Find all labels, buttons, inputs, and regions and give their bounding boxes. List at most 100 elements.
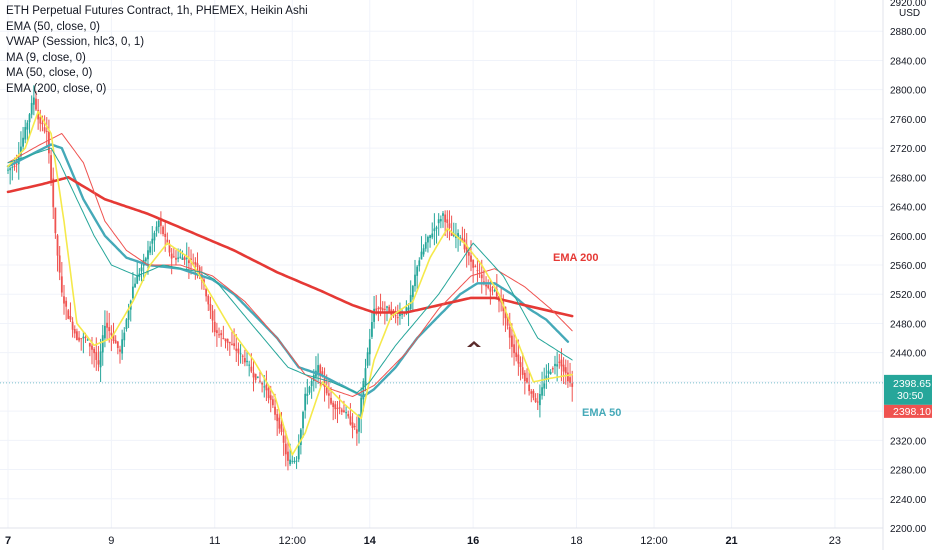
candle-body: [80, 338, 83, 340]
legend: ETH Perpetual Futures Contract, 1h, PHEM…: [6, 4, 308, 97]
candle-body: [411, 285, 414, 297]
candle-body: [106, 322, 108, 328]
candle-body: [459, 237, 462, 239]
candle-body: [513, 344, 515, 354]
candle-body: [476, 270, 479, 272]
candle-body: [22, 137, 24, 147]
candle-body: [215, 330, 218, 333]
candle-body: [7, 169, 9, 171]
legend-line-ema200[interactable]: EMA (200, close, 0): [6, 82, 107, 95]
candle-body: [515, 352, 518, 358]
y-tick-label: 2520.00: [890, 290, 927, 301]
candle-body: [306, 393, 309, 396]
candle-body: [56, 235, 59, 256]
candle-body: [532, 390, 535, 398]
candle-body: [345, 412, 347, 414]
candle-body: [261, 382, 264, 385]
candles: [7, 85, 574, 471]
candle-body: [511, 335, 513, 347]
candle-body: [121, 339, 124, 354]
candle-body: [519, 362, 522, 368]
candle-body: [243, 358, 246, 363]
candle-body: [536, 401, 539, 403]
candle-body: [151, 238, 154, 244]
series-line-ma-50: [7, 133, 573, 397]
candle-body: [20, 146, 22, 157]
y-tick-label: 2280.00: [890, 466, 927, 477]
candle-body: [11, 166, 14, 168]
x-tick-label: 11: [209, 535, 220, 547]
candle-body: [149, 246, 152, 253]
x-tick-label: 7: [5, 535, 11, 547]
candle-body: [554, 363, 556, 367]
candle-body: [287, 451, 289, 461]
x-tick-label: 14: [364, 535, 377, 547]
candle-body: [569, 377, 571, 383]
candle-body: [187, 260, 190, 264]
candle-body: [259, 380, 261, 382]
candle-body: [310, 380, 313, 387]
candle-body: [114, 340, 117, 344]
annotation-ema200: EMA 200: [553, 252, 598, 264]
candle-body: [241, 355, 244, 357]
candle-body: [302, 411, 304, 429]
candle-body: [489, 288, 492, 292]
candle-body: [274, 406, 276, 415]
candle-body: [474, 266, 477, 268]
candle-body: [399, 313, 401, 317]
candle-body: [422, 248, 425, 255]
candle-body: [308, 386, 311, 393]
candle-body: [211, 310, 214, 321]
candle-body: [435, 227, 438, 229]
candle-body: [534, 398, 537, 402]
candle-body: [39, 116, 42, 124]
candle-body: [209, 304, 212, 311]
legend-line-ma9[interactable]: MA (9, close, 0): [6, 51, 86, 64]
x-tick-label: 16: [467, 535, 479, 547]
candle-body: [263, 386, 266, 388]
candle-body: [30, 102, 33, 115]
candle-body: [558, 361, 561, 363]
candle-body: [295, 460, 298, 462]
candle-body: [271, 399, 274, 406]
candle-body: [71, 321, 74, 330]
candle-body: [521, 367, 524, 375]
candle-body: [179, 256, 182, 258]
candle-body: [347, 414, 350, 417]
candle-body: [125, 319, 128, 330]
candle-body: [394, 315, 397, 317]
candle-body: [297, 445, 300, 460]
candle-body: [562, 364, 565, 372]
candle-body: [183, 257, 186, 261]
candle-body: [159, 219, 162, 226]
candle-body: [364, 368, 367, 386]
legend-line-ema50[interactable]: EMA (50, close, 0): [6, 20, 100, 33]
y-tick-label: 2440.00: [890, 349, 927, 360]
candle-body: [86, 339, 89, 341]
candle-body: [200, 274, 203, 282]
candle-body: [207, 295, 210, 305]
candle-body: [493, 289, 496, 292]
candle-body: [147, 250, 149, 260]
candle-body: [420, 251, 423, 260]
candle-body: [196, 263, 199, 268]
candle-body: [99, 351, 102, 368]
candle-body: [73, 329, 76, 334]
candle-body: [405, 307, 408, 313]
candle-body: [388, 306, 391, 313]
legend-line-vwap[interactable]: VWAP (Session, hlc3, 0, 1): [6, 36, 145, 48]
candle-body: [35, 98, 37, 110]
candle-body: [330, 397, 332, 404]
candle-body: [545, 375, 548, 380]
legend-line-ma50[interactable]: MA (50, close, 0): [6, 67, 93, 79]
candle-body: [409, 295, 412, 309]
candle-body: [48, 131, 50, 154]
y-axis-unit: USD: [899, 8, 920, 19]
candle-body: [495, 289, 498, 297]
candle-body: [228, 341, 231, 344]
candle-body: [97, 360, 100, 365]
candle-body: [319, 365, 322, 377]
